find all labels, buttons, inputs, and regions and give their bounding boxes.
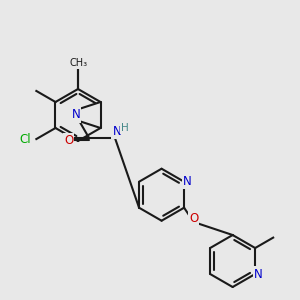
Text: CH₃: CH₃ [70,58,88,68]
Text: Cl: Cl [20,133,31,146]
Text: N: N [71,109,80,122]
Text: N: N [254,268,262,281]
Text: O: O [64,134,73,147]
Text: H: H [121,122,129,133]
Text: N: N [183,175,191,188]
Text: O: O [189,212,198,224]
Text: N: N [112,125,121,138]
